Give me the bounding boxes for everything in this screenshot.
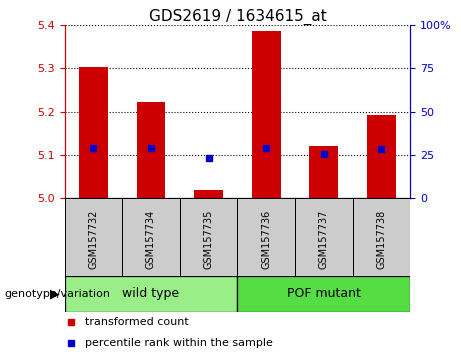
Text: transformed count: transformed count [85, 317, 189, 327]
Text: GSM157732: GSM157732 [89, 210, 98, 269]
Bar [237, 198, 295, 276]
Text: genotype/variation: genotype/variation [5, 289, 111, 299]
Bar [309, 146, 338, 198]
Text: POF mutant: POF mutant [287, 287, 361, 300]
Text: percentile rank within the sample: percentile rank within the sample [85, 338, 273, 348]
Bar [65, 198, 122, 276]
Text: wild type: wild type [123, 287, 179, 300]
Bar [122, 198, 180, 276]
Bar [65, 276, 237, 312]
Bar [367, 115, 396, 198]
Title: GDS2619 / 1634615_at: GDS2619 / 1634615_at [148, 8, 326, 25]
Bar [194, 190, 223, 198]
Text: GSM157734: GSM157734 [146, 210, 156, 269]
Text: ▶: ▶ [50, 287, 60, 300]
Bar [353, 198, 410, 276]
Bar [295, 198, 353, 276]
Bar [252, 31, 281, 198]
Text: GSM157736: GSM157736 [261, 210, 271, 269]
Bar [136, 102, 165, 198]
Bar [79, 67, 108, 198]
Bar [180, 198, 237, 276]
Text: GSM157737: GSM157737 [319, 210, 329, 269]
Text: GSM157735: GSM157735 [204, 210, 213, 269]
Bar [237, 276, 410, 312]
Text: GSM157738: GSM157738 [377, 210, 386, 269]
